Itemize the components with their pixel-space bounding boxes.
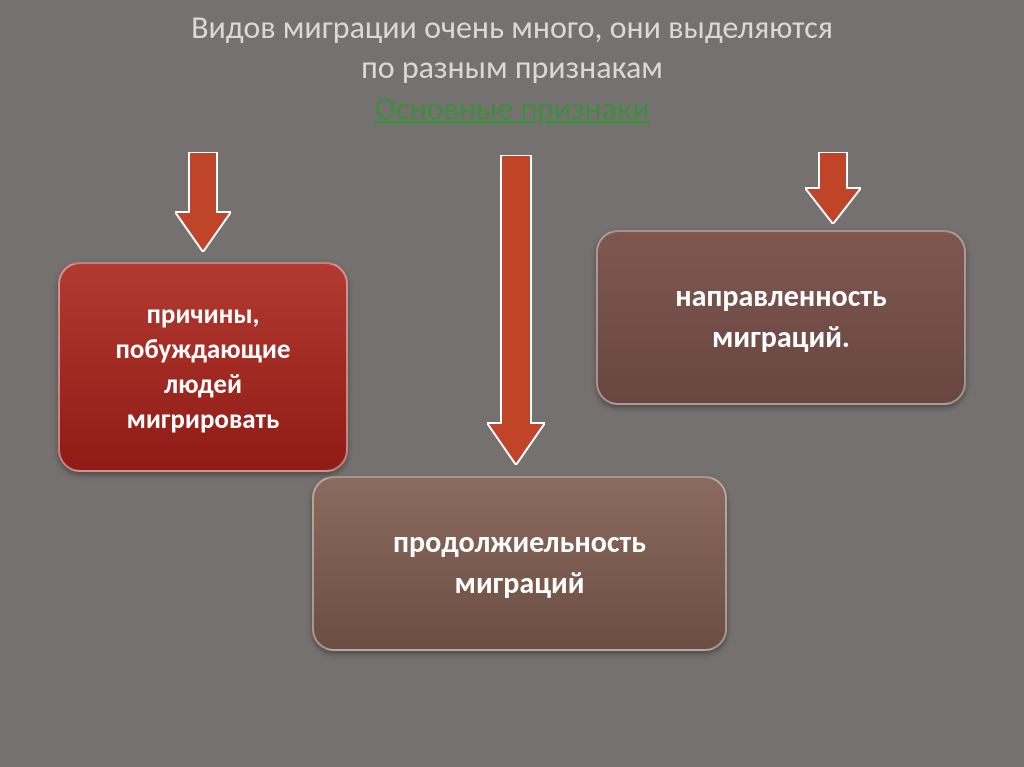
- box-causes: причины, побуждающие людей мигрировать: [58, 262, 348, 472]
- box-duration-line1: продолжиельность: [393, 523, 646, 564]
- box-causes-line3: людей: [115, 367, 290, 402]
- box-direction-line1: направленность: [675, 277, 887, 318]
- title-line1: Видов миграции очень много, они выделяют…: [0, 8, 1024, 48]
- box-duration: продолжиельность миграций: [312, 476, 727, 651]
- title-block: Видов миграции очень много, они выделяют…: [0, 0, 1024, 130]
- box-causes-line4: мигрировать: [115, 402, 290, 437]
- box-causes-line2: побуждающие: [115, 332, 290, 367]
- box-direction: направленность миграций.: [596, 230, 966, 405]
- arrow-right: [805, 152, 861, 224]
- title-line2: по разным признакам: [0, 48, 1024, 88]
- subtitle: Основные признаки: [0, 88, 1024, 130]
- box-duration-line2: миграций: [393, 564, 646, 605]
- arrow-left: [175, 152, 231, 252]
- box-causes-line1: причины,: [115, 297, 290, 332]
- box-direction-line2: миграций.: [675, 318, 887, 359]
- arrow-middle: [487, 155, 545, 465]
